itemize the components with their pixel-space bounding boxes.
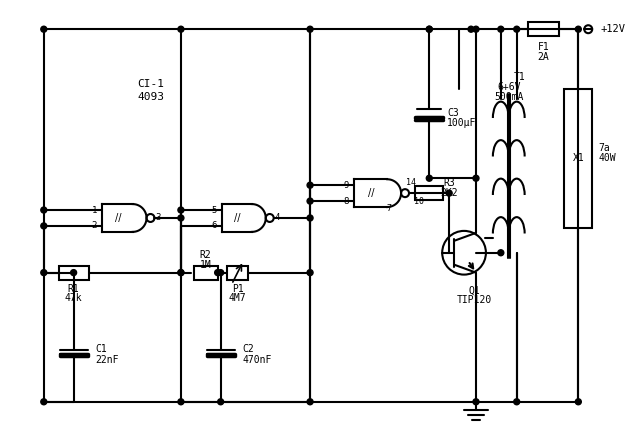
Text: 4: 4 (275, 214, 280, 223)
Text: F1: F1 (538, 42, 549, 52)
Text: 500mA: 500mA (494, 92, 524, 102)
Text: 10: 10 (414, 196, 424, 205)
Circle shape (307, 270, 313, 276)
Text: R2: R2 (200, 250, 212, 260)
Circle shape (178, 399, 184, 405)
Text: +12V: +12V (600, 24, 625, 34)
Circle shape (41, 223, 47, 229)
Bar (227, 266, 248, 279)
Text: 2: 2 (92, 221, 97, 230)
Text: 1: 1 (92, 205, 97, 214)
Circle shape (575, 399, 581, 405)
Text: 5: 5 (211, 205, 216, 214)
Circle shape (575, 26, 581, 32)
Circle shape (178, 207, 184, 213)
Text: TIP120: TIP120 (456, 295, 492, 306)
Text: P1: P1 (232, 283, 243, 294)
Circle shape (307, 182, 313, 188)
Circle shape (446, 190, 452, 196)
Circle shape (41, 207, 47, 213)
Bar (59, 266, 88, 279)
Text: //: // (369, 188, 375, 198)
Circle shape (307, 26, 313, 32)
Text: 2K2: 2K2 (440, 188, 458, 198)
Bar (415, 186, 443, 200)
Circle shape (307, 215, 313, 221)
Circle shape (514, 399, 520, 405)
Circle shape (147, 214, 154, 222)
Text: CI-1: CI-1 (138, 79, 164, 89)
Circle shape (41, 26, 47, 32)
Circle shape (442, 231, 486, 275)
Text: 7: 7 (387, 204, 392, 213)
Circle shape (218, 270, 223, 276)
Circle shape (218, 399, 223, 405)
Text: T1: T1 (514, 72, 525, 82)
Text: X1: X1 (572, 153, 584, 163)
Circle shape (70, 270, 77, 276)
Circle shape (178, 26, 184, 32)
Text: 9: 9 (343, 181, 349, 190)
Circle shape (178, 270, 184, 276)
Text: //: // (115, 213, 122, 223)
Text: 2A: 2A (538, 52, 549, 62)
Text: 8: 8 (343, 196, 349, 205)
Circle shape (584, 25, 592, 33)
Circle shape (514, 26, 520, 32)
Text: 470nF: 470nF (243, 355, 272, 365)
Circle shape (473, 399, 479, 405)
Circle shape (426, 26, 432, 32)
Circle shape (473, 26, 479, 32)
Text: 7a: 7a (598, 143, 610, 153)
Text: 14: 14 (406, 178, 416, 187)
Text: 6+6V: 6+6V (497, 82, 520, 92)
Text: Q1: Q1 (468, 285, 480, 295)
Circle shape (473, 175, 479, 181)
Text: //: // (234, 213, 241, 223)
Text: C3: C3 (447, 108, 459, 118)
Circle shape (214, 270, 221, 276)
Text: R3: R3 (443, 178, 455, 188)
Bar (564, 89, 592, 228)
Circle shape (41, 399, 47, 405)
Bar (527, 22, 559, 36)
Text: 1M: 1M (200, 260, 212, 270)
Circle shape (266, 214, 274, 222)
Circle shape (468, 26, 474, 32)
Text: 4M7: 4M7 (228, 294, 246, 303)
Text: C2: C2 (243, 344, 254, 354)
Circle shape (178, 270, 184, 276)
Circle shape (307, 399, 313, 405)
Text: 22nF: 22nF (95, 355, 119, 365)
Circle shape (41, 270, 47, 276)
Circle shape (401, 189, 409, 197)
Text: C1: C1 (95, 344, 108, 354)
Circle shape (178, 215, 184, 221)
Text: 4093: 4093 (138, 92, 164, 102)
Circle shape (498, 26, 504, 32)
Text: 40W: 40W (598, 153, 616, 163)
Bar (194, 266, 218, 279)
Text: 3: 3 (156, 214, 161, 223)
Circle shape (426, 175, 432, 181)
Circle shape (426, 26, 432, 32)
Circle shape (498, 250, 504, 256)
Text: 100μF: 100μF (447, 118, 477, 128)
Circle shape (307, 198, 313, 204)
Text: R1: R1 (68, 283, 79, 294)
Text: 47k: 47k (65, 294, 83, 303)
Text: 6: 6 (211, 221, 216, 230)
